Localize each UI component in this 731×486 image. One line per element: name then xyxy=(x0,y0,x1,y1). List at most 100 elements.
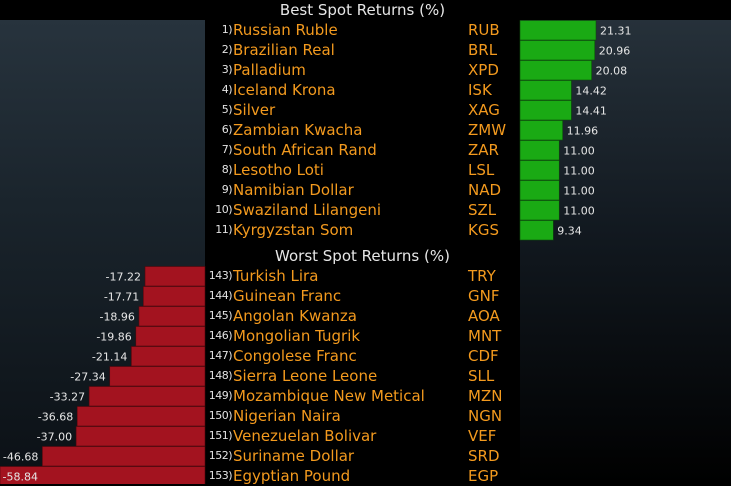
currency-code: ISK xyxy=(468,81,492,99)
worst-bar xyxy=(142,286,206,307)
currency-code: MZN xyxy=(468,387,503,405)
best-value-label: 21.31 xyxy=(600,25,632,38)
best-bar xyxy=(519,160,560,181)
worst-row: 144) Guinean Franc GNF xyxy=(205,286,520,306)
best-value-label: 9.34 xyxy=(557,225,582,238)
currency-code: XPD xyxy=(468,61,499,79)
currency-name: Kyrgyzstan Som xyxy=(233,221,354,239)
worst-row: 147) Congolese Franc CDF xyxy=(205,346,520,366)
rank-label: 147) xyxy=(208,349,233,362)
best-value-label: 14.41 xyxy=(575,105,607,118)
worst-row: 150) Nigerian Naira NGN xyxy=(205,406,520,426)
currency-code: NAD xyxy=(468,181,502,199)
currency-code: BRL xyxy=(468,41,498,59)
worst-bar xyxy=(76,406,206,427)
currency-code: VEF xyxy=(468,427,497,445)
currency-code: CDF xyxy=(468,347,499,365)
currency-name: Guinean Franc xyxy=(233,287,342,305)
worst-row: 149) Mozambique New Metical MZN xyxy=(205,386,520,406)
best-bar xyxy=(519,40,596,61)
best-row: 4) Iceland Krona ISK xyxy=(205,80,520,100)
worst-bar xyxy=(138,306,206,327)
currency-name: Sierra Leone Leone xyxy=(233,367,378,385)
currency-code: SZL xyxy=(468,201,497,219)
currency-name: Venezuelan Bolivar xyxy=(233,427,377,445)
currency-name: Iceland Krona xyxy=(233,81,336,99)
worst-value-label: -36.68 xyxy=(38,411,73,424)
currency-name: Angolan Kwanza xyxy=(233,307,357,325)
currency-code: SLL xyxy=(468,367,495,385)
rank-label: 7) xyxy=(221,143,233,156)
rank-label: 1) xyxy=(221,23,233,36)
currency-name: Egyptian Pound xyxy=(233,467,351,485)
worst-bar xyxy=(88,386,206,407)
currency-code: ZAR xyxy=(468,141,499,159)
currency-code: EGP xyxy=(468,467,499,485)
currency-name: Mongolian Tugrik xyxy=(233,327,361,345)
rank-label: 9) xyxy=(221,183,233,196)
currency-code: AOA xyxy=(468,307,500,325)
rank-label: 153) xyxy=(208,469,233,482)
currency-code: KGS xyxy=(468,221,499,239)
best-value-label: 11.96 xyxy=(567,125,599,138)
worst-value-label: -19.86 xyxy=(96,331,131,344)
worst-row: 151) Venezuelan Bolivar VEF xyxy=(205,426,520,446)
currency-name: Suriname Dollar xyxy=(233,447,355,465)
currency-name: Zambian Kwacha xyxy=(233,121,363,139)
currency-name: Brazilian Real xyxy=(233,41,335,59)
currency-code: RUB xyxy=(468,21,500,39)
best-bar xyxy=(519,180,560,201)
rank-label: 3) xyxy=(221,63,233,76)
best-bar xyxy=(519,120,563,141)
rank-label: 148) xyxy=(208,369,233,382)
currency-code: XAG xyxy=(468,101,500,119)
best-value-label: 11.00 xyxy=(563,165,595,178)
rank-label: 10) xyxy=(215,203,232,216)
currency-name: Silver xyxy=(233,101,276,119)
best-value-label: 14.42 xyxy=(575,85,607,98)
worst-row: 146) Mongolian Tugrik MNT xyxy=(205,326,520,346)
best-value-label: 20.96 xyxy=(599,45,631,58)
best-row: 11) Kyrgyzstan Som KGS xyxy=(205,220,520,240)
worst-value-label: -37.00 xyxy=(37,431,72,444)
currency-code: LSL xyxy=(468,161,495,179)
worst-bar xyxy=(109,366,206,387)
currency-name: South African Rand xyxy=(233,141,377,159)
best-value-label: 11.00 xyxy=(563,145,595,158)
currency-code: SRD xyxy=(468,447,500,465)
worst-row: 145) Angolan Kwanza AOA xyxy=(205,306,520,326)
worst-row: 148) Sierra Leone Leone SLL xyxy=(205,366,520,386)
worst-value-label: -58.84 xyxy=(3,471,38,484)
rank-label: 143) xyxy=(208,269,233,282)
worst-value-label: -33.27 xyxy=(50,391,85,404)
worst-row: 143) Turkish Lira TRY xyxy=(205,266,520,286)
rank-label: 149) xyxy=(208,389,233,402)
currency-code: GNF xyxy=(468,287,500,305)
best-row: 6) Zambian Kwacha ZMW xyxy=(205,120,520,140)
rank-label: 2) xyxy=(221,43,233,56)
best-bar xyxy=(519,100,572,121)
currency-code: NGN xyxy=(468,407,503,425)
currency-name: Palladium xyxy=(233,61,306,79)
currency-code: MNT xyxy=(468,327,502,345)
best-row: 10) Swaziland Lilangeni SZL xyxy=(205,200,520,220)
best-value-label: 20.08 xyxy=(596,65,628,78)
best-bar xyxy=(519,140,560,161)
best-returns-title: Best Spot Returns (%) xyxy=(279,1,446,19)
currency-code: ZMW xyxy=(468,121,507,139)
currency-code: TRY xyxy=(468,267,496,285)
rank-label: 145) xyxy=(208,309,233,322)
worst-row: 153) Egyptian Pound EGP xyxy=(205,466,520,486)
best-bar xyxy=(519,80,572,101)
currency-name: Congolese Franc xyxy=(233,347,357,365)
worst-bar xyxy=(131,346,206,367)
worst-value-label: -17.22 xyxy=(106,271,141,284)
worst-bar xyxy=(144,266,206,287)
worst-value-label: -27.34 xyxy=(70,371,105,384)
currency-name: Mozambique New Metical xyxy=(233,387,425,405)
currency-name: Nigerian Naira xyxy=(233,407,341,425)
best-row: 2) Brazilian Real BRL xyxy=(205,40,520,60)
worst-bar xyxy=(75,426,206,447)
best-bar xyxy=(519,200,560,221)
